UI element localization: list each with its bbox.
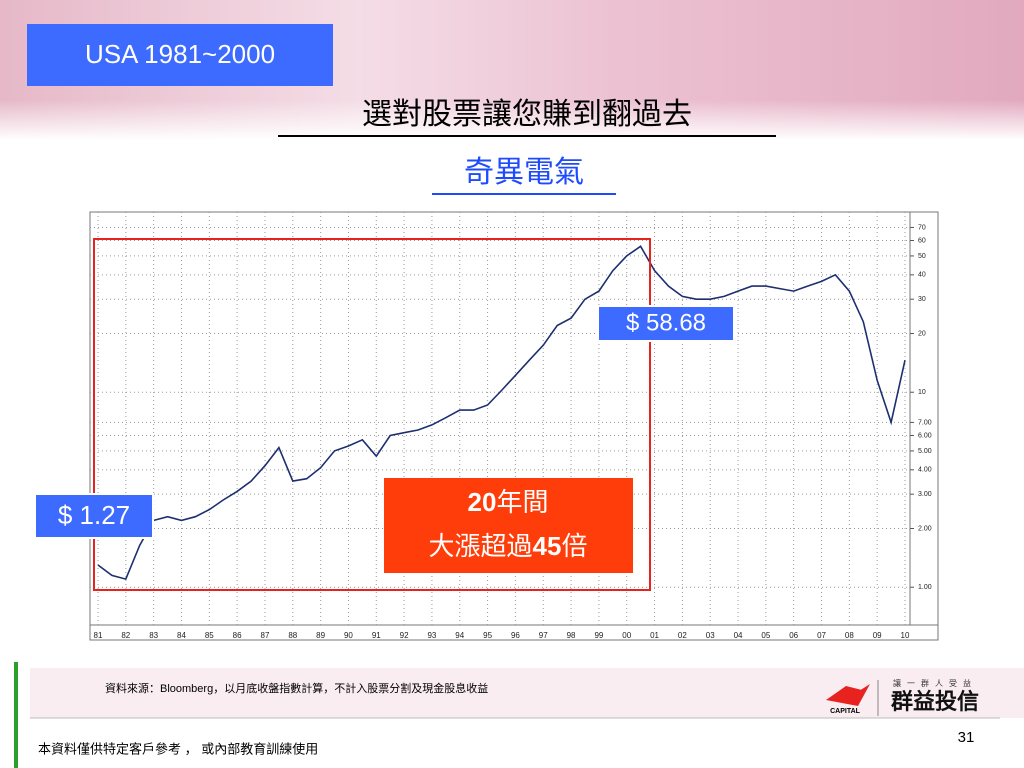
x-tick-label: 86 (233, 631, 242, 640)
x-tick-label: 09 (873, 631, 882, 640)
y-tick-label: 2.00 (918, 525, 932, 532)
x-tick-label: 02 (678, 631, 687, 640)
gain-text: 大漲超過 (429, 531, 533, 561)
x-tick-label: 94 (455, 631, 464, 640)
header-fade (0, 100, 1024, 140)
y-tick-label: 10 (918, 389, 926, 396)
chart: 1.00 2.00 3.00 4.00 5.00 6.00 7.00 10 20 30 40 50 60… (90, 212, 932, 640)
x-tick-label: 85 (205, 631, 214, 640)
x-tick-label: 99 (594, 631, 603, 640)
y-tick-label: 3.00 (918, 491, 932, 498)
peak-box (597, 305, 735, 342)
gain-line: 大漲超過45倍 (429, 531, 588, 561)
x-tick-label: 08 (845, 631, 854, 640)
x-tick-label: 00 (622, 631, 631, 640)
highlight-frame (93, 238, 651, 591)
logo-icon (826, 684, 870, 706)
x-tick-label: 03 (706, 631, 715, 640)
gain-text: 20 (468, 487, 497, 517)
x-tick-label: 87 (261, 631, 270, 640)
y-tick-label: 40 (918, 272, 926, 279)
x-tick-label: 82 (121, 631, 130, 640)
start-label: $ 1.27 (58, 500, 130, 530)
logo-name: 群益投信 (891, 689, 979, 714)
subtitle: 奇異電氣 (464, 156, 584, 189)
gain-text: 倍 (561, 531, 587, 561)
x-tick-label: 95 (483, 631, 492, 640)
x-tick-label: 06 (789, 631, 798, 640)
x-tick-label: 83 (149, 631, 158, 640)
x-tick-label: 89 (316, 631, 325, 640)
logo-brand: CAPITAL (830, 708, 861, 715)
x-tick-label: 01 (650, 631, 659, 640)
gain-text: 45 (533, 531, 562, 561)
y-tick-label: 7.00 (918, 419, 932, 426)
x-tick-label: 84 (177, 631, 186, 640)
tag: USA 1981~2000 (85, 39, 275, 69)
x-tick-label: 05 (761, 631, 770, 640)
x-tick-label: 04 (734, 631, 743, 640)
x-tick-label: 81 (94, 631, 103, 640)
x-tick-label: 97 (539, 631, 548, 640)
x-tick-label: 10 (901, 631, 910, 640)
y-tick-label: 20 (918, 330, 926, 337)
source: 資料來源：Bloomberg，以月底收盤指數計算，不計入股票分割及現金股息收益 (105, 681, 488, 695)
y-tick-label: 6.00 (918, 432, 932, 439)
title: 選對股票讓您賺到翻過去 (362, 98, 692, 131)
logo-tagline: 讓一群人受益 (893, 678, 977, 688)
x-tick-label: 92 (400, 631, 409, 640)
y-tick-label: 30 (918, 296, 926, 303)
y-tick-label: 60 (918, 237, 926, 244)
price-line (97, 245, 906, 581)
x-tick-label: 07 (817, 631, 826, 640)
y-tick-label: 4.00 (918, 467, 932, 474)
start-box (34, 493, 154, 539)
gain-text: 年間 (496, 487, 548, 517)
tag-box (27, 24, 333, 86)
y-tick-label: 1.00 (918, 584, 932, 591)
y-tick-label: 5.00 (918, 448, 932, 455)
page-number: 31 (958, 729, 975, 746)
x-tick-label: 90 (344, 631, 353, 640)
footer: 本資料僅供特定客戶參考 ， 或內部教育訓練使用 (38, 741, 318, 756)
gain-line: 20年間 (468, 487, 549, 517)
x-tick-label: 88 (288, 631, 297, 640)
x-tick-label: 91 (372, 631, 381, 640)
chart-frame (89, 211, 939, 641)
x-tick-label: 96 (511, 631, 520, 640)
x-tick-label: 98 (567, 631, 576, 640)
peak-label: $ 58.68 (626, 309, 706, 336)
gain-box (384, 478, 633, 573)
y-tick-label: 70 (918, 224, 926, 231)
x-tick-label: 93 (427, 631, 436, 640)
y-tick-label: 50 (918, 253, 926, 260)
